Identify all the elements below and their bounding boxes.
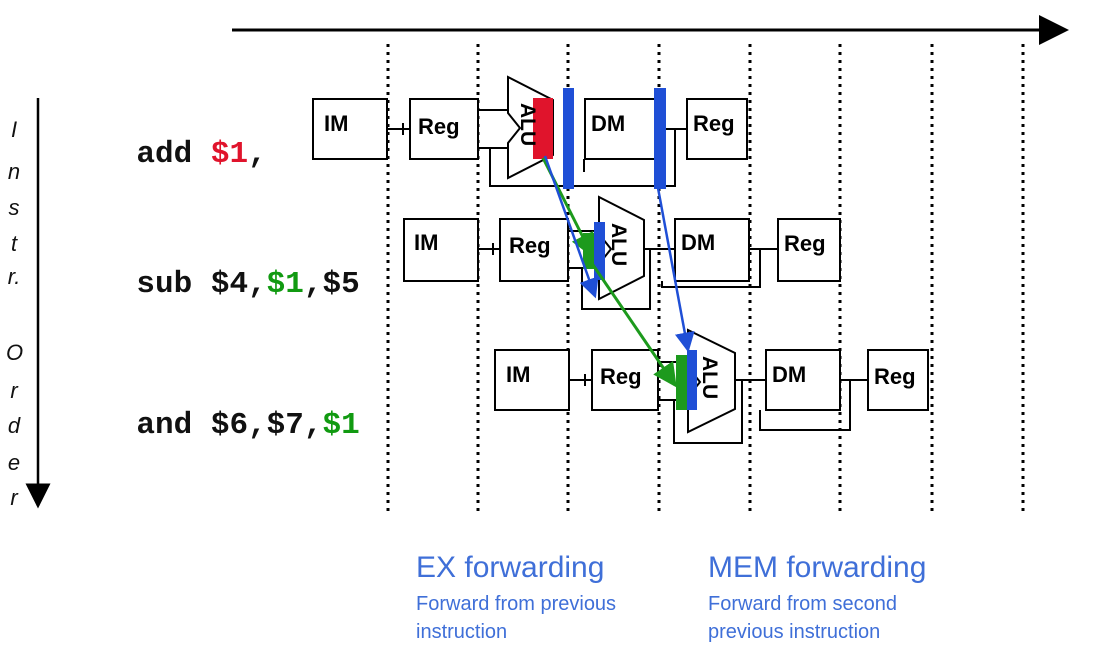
ex-in-latch-blue — [594, 222, 605, 280]
operand-dest: $1 — [210, 137, 249, 172]
pipeline-row-add — [312, 75, 748, 189]
dm-label: DM — [681, 230, 715, 255]
im-label: IM — [324, 111, 348, 136]
ex-mem-latch-blue — [563, 88, 574, 189]
connector — [759, 380, 851, 431]
axis-letter: O — [6, 340, 24, 365]
connector — [661, 249, 761, 288]
axis-letter: d — [7, 413, 21, 438]
operand-forwarded: $1 — [322, 408, 360, 443]
dm-box — [674, 218, 750, 282]
connector — [489, 129, 676, 187]
reg-label: Reg — [693, 111, 735, 136]
axis-letter: I — [10, 117, 18, 142]
reg-label: Reg — [418, 114, 460, 139]
operand-forwarded: $1 — [266, 267, 304, 302]
im-label: IM — [506, 362, 530, 387]
axis-letter: r — [10, 378, 18, 403]
mem-wb-latch-blue — [654, 88, 666, 189]
connector — [387, 123, 410, 135]
ex-forward-arrow-to-and — [589, 261, 677, 388]
pipeline-row-sub — [403, 195, 841, 310]
axis-letter: t — [10, 231, 18, 256]
reg-box — [591, 349, 659, 411]
ex-in-latch-green — [676, 355, 688, 410]
alu-label: ALU — [698, 356, 721, 399]
operand-text: ,$5 — [303, 267, 360, 302]
connector — [478, 109, 508, 149]
reg-box — [777, 218, 841, 282]
axis-letter: r — [10, 485, 18, 510]
mem-forwarding-title: MEM forwarding — [708, 551, 927, 584]
instruction-and: and $6,$7,$1 — [62, 373, 360, 478]
reg-label: Reg — [509, 233, 551, 258]
operand-text: $4, — [210, 267, 267, 302]
connector — [673, 380, 743, 444]
dm-box — [584, 98, 660, 160]
ex-mem-latch-red — [533, 98, 553, 159]
mem-forwarding-description: Forward from second previous instruction — [708, 593, 897, 643]
reg-label: Reg — [874, 364, 916, 389]
ex-forwarding-title: EX forwarding — [416, 551, 605, 584]
ex-forwarding-description: Forward from previous instruction — [416, 593, 617, 643]
mem-forward-arrow-to-and — [656, 187, 695, 353]
mem-forward-arrow-to-sub — [543, 155, 599, 299]
axis-letter: e — [7, 450, 21, 475]
reg-box — [686, 98, 748, 160]
ex-in-latch-blue — [687, 350, 697, 410]
alu-label: ALU — [516, 103, 539, 146]
axis-letter: r. — [7, 264, 21, 289]
instruction-op: add — [136, 137, 211, 172]
pipeline-row-and — [494, 328, 929, 444]
im-box — [312, 98, 388, 160]
instruction-op: sub — [136, 267, 211, 302]
operand-sep: , — [248, 137, 267, 172]
axis-letter: s — [8, 195, 20, 220]
connector — [569, 374, 592, 386]
instruction-add: add $1, — [62, 102, 267, 207]
instruction-op: and — [136, 408, 211, 443]
reg-label: Reg — [600, 364, 642, 389]
reg-box — [409, 98, 479, 160]
reg-label: Reg — [784, 231, 826, 256]
dm-label: DM — [772, 362, 806, 387]
operand-text: $6,$7, — [210, 408, 323, 443]
dm-label: DM — [591, 111, 625, 136]
connector — [478, 243, 500, 255]
dm-box — [765, 349, 841, 411]
im-label: IM — [414, 230, 438, 255]
alu-label: ALU — [607, 223, 630, 266]
instruction-sub: sub $4,$1,$5 — [62, 232, 360, 337]
axis-letter: n — [7, 159, 21, 184]
